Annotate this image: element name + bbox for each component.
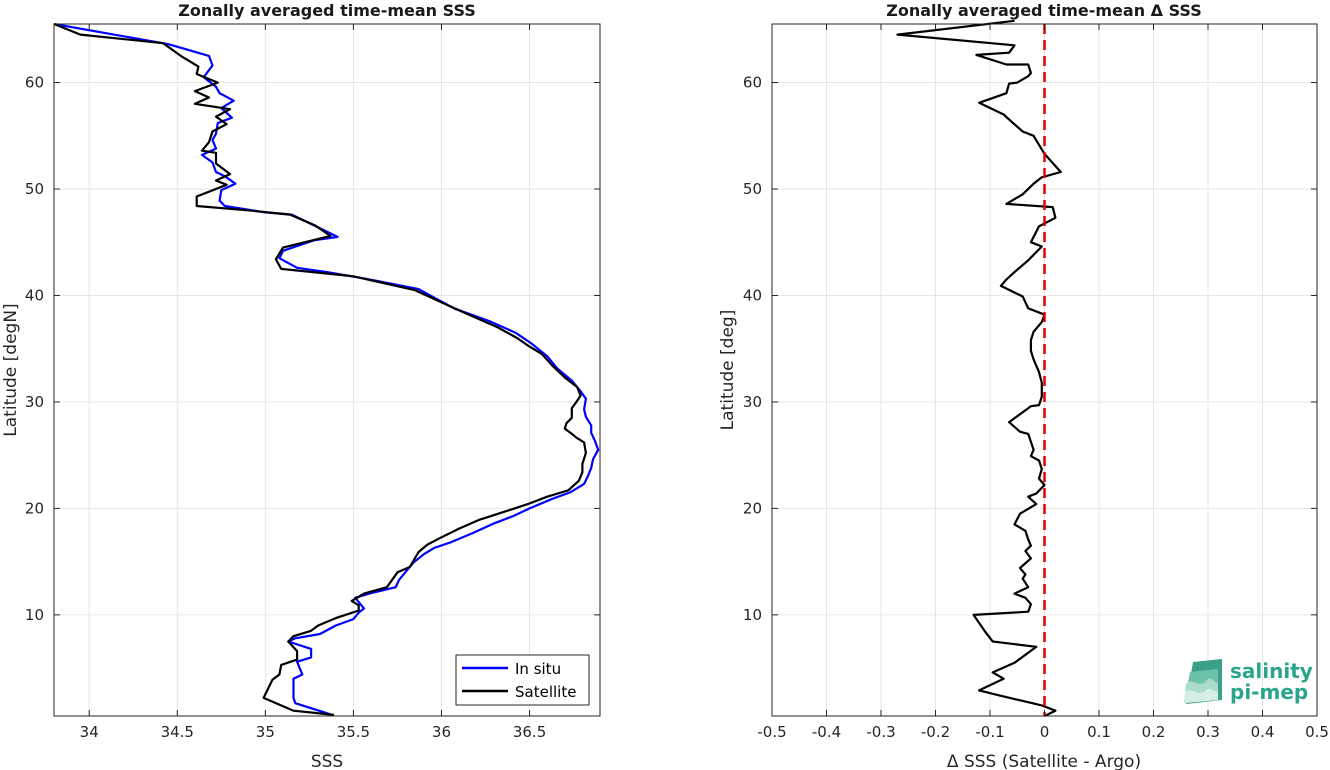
sss-xtick-label: 36.5 [513,723,546,741]
delta-xtick-label: -0.3 [866,723,895,741]
sss-x-axis-label: SSS [311,752,343,770]
delta-sss-panel: -0.5 -0.4 -0.3 -0.2 -0.1 0 0.1 0.2 0.3 0.4 0.5 10 20… [718,1,1329,770]
delta-xtick-label: 0.2 [1142,723,1166,741]
delta-y-axis-label: Latitude [deg] [718,310,738,431]
legend-in-situ-label: In situ [515,660,561,678]
delta-xtick-label: -0.2 [921,723,950,741]
delta-ytick-label: 60 [743,74,762,92]
sss-ytick-label: 30 [25,393,44,411]
delta-series-lines [896,19,1062,717]
sss-xtick-label: 35.5 [337,723,370,741]
legend: In situ Satellite [455,654,590,706]
sss-series-in-situ-line [53,22,600,716]
delta-series-delta-sss-line [896,19,1062,717]
legend-box [455,654,590,706]
sss-xtick-label: 34 [80,723,99,741]
logo-text-salinity: salinity [1230,659,1313,683]
delta-xtick-label: 0.5 [1305,723,1329,741]
delta-xtick-label: 0.1 [1087,723,1111,741]
sss-ytick-label: 10 [25,606,44,624]
delta-xtick-label: -0.4 [812,723,841,741]
delta-xtick-label: -0.1 [975,723,1004,741]
delta-ytick-label: 40 [743,286,762,304]
sss-y-axis-label: Latitude [degN] [1,303,21,436]
delta-ytick-label: 20 [743,499,762,517]
sss-xtick-label: 36 [432,723,451,741]
sss-series-lines [53,22,600,716]
delta-xtick-label: 0 [1040,723,1050,741]
sss-title: Zonally averaged time-mean SSS [178,1,476,20]
sss-axes-box [53,23,601,717]
delta-ytick-label: 10 [743,606,762,624]
delta-ytick-label: 50 [743,180,762,198]
sss-xtick-label: 34.5 [161,723,194,741]
delta-ytick-label: 30 [743,393,762,411]
sss-ytick-label: 50 [25,180,44,198]
sss-plot-area [54,24,600,716]
legend-satellite-label: Satellite [515,683,576,701]
delta-ticks: -0.5 -0.4 -0.3 -0.2 -0.1 0 0.1 0.2 0.3 0.4 0.5 10 20… [743,24,1329,741]
sss-ytick-label: 40 [25,286,44,304]
delta-xtick-label: 0.4 [1251,723,1275,741]
sss-ytick-label: 20 [25,499,44,517]
sss-ticks: 34 34.5 35 35.5 36 36.5 10 20 30 40 50 60 [25,24,600,741]
delta-x-axis-label: Δ SSS (Satellite - Argo) [947,752,1141,770]
sss-ytick-label: 60 [25,74,44,92]
delta-title: Zonally averaged time-mean Δ SSS [886,1,1202,20]
logo-text-pi-mep: pi-mep [1230,680,1308,704]
salinity-pi-mep-logo: salinity pi-mep [1184,659,1313,704]
sss-panel: 34 34.5 35 35.5 36 36.5 10 20 30 40 50 60 Zonally a… [1,1,601,770]
logo-waves-icon [1184,659,1222,704]
sss-xtick-label: 35 [256,723,275,741]
delta-xtick-label: 0.3 [1196,723,1220,741]
sss-series-satellite-line [53,22,588,716]
sss-grid [54,24,600,716]
delta-xtick-label: -0.5 [757,723,786,741]
